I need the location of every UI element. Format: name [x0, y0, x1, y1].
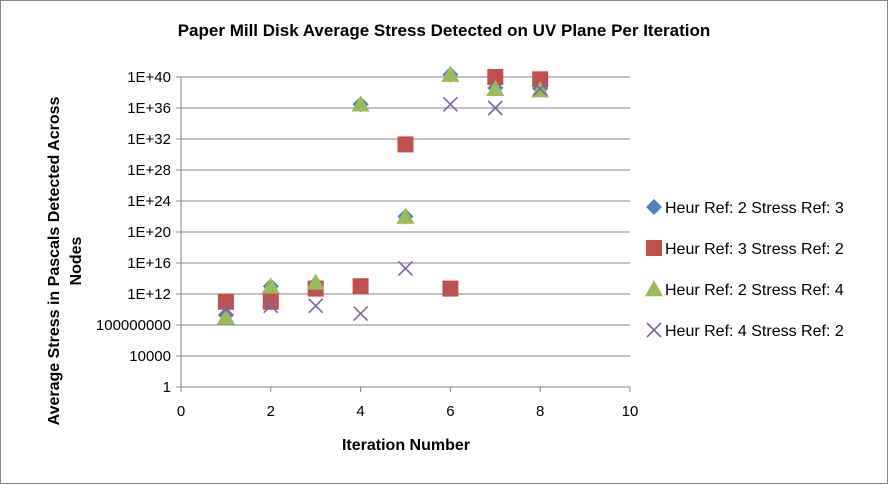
x-tick-labels: 0 2 4 6 8 10	[177, 403, 639, 420]
y-tick-label: 10000	[129, 348, 171, 365]
data-markers	[216, 65, 550, 325]
data-point-square	[352, 278, 369, 295]
data-point-triangle	[306, 273, 325, 290]
data-point-x	[397, 260, 414, 276]
data-point-x	[263, 298, 279, 314]
x-axis-title: Iteration Number	[342, 437, 470, 454]
data-point-square	[217, 293, 234, 310]
data-point-square	[487, 69, 504, 85]
data-point-x	[308, 298, 324, 314]
data-point-triangle	[396, 207, 415, 224]
legend-label: Heur Ref: 3 Stress Ref: 2	[665, 241, 844, 258]
data-point-x	[442, 96, 458, 112]
y-tick-label: 1	[163, 379, 171, 396]
legend-marker-triangle	[645, 280, 663, 297]
data-point-triangle	[351, 95, 370, 112]
data-point-square	[262, 293, 279, 310]
chart-title: Paper Mill Disk Average Stress Detected …	[178, 21, 711, 40]
y-tick-label: 1E+12	[127, 286, 171, 303]
legend-marker-square	[646, 240, 662, 256]
y-tick-label: 1E+16	[127, 255, 171, 272]
data-point-triangle	[216, 308, 235, 325]
legend-label: Heur Ref: 2 Stress Ref: 3	[665, 200, 844, 217]
axes	[176, 76, 631, 392]
y-tick-label: 100000000	[96, 317, 171, 334]
x-tick-label: 8	[536, 403, 544, 420]
x-tick-label: 10	[622, 403, 639, 420]
y-tick-labels: 1 10000 100000000 1E+12 1E+16 1E+20 1E+24 1E+28…	[96, 69, 171, 396]
legend-label: Heur Ref: 4 Stress Ref: 2	[665, 323, 844, 340]
y-axis-title: Average Stress in Pascals Detected Acros…	[46, 97, 85, 426]
legend-marker-x	[646, 322, 662, 338]
data-point-triangle	[441, 65, 460, 82]
x-tick-label: 4	[356, 403, 364, 420]
data-point-x	[487, 100, 503, 116]
gridlines	[181, 76, 630, 357]
data-point-square	[397, 136, 414, 153]
x-tick-label: 2	[267, 403, 275, 420]
y-tick-label: 1E+32	[127, 131, 171, 148]
x-tick-label: 6	[446, 403, 454, 420]
data-point-triangle	[261, 277, 280, 294]
legend-label: Heur Ref: 2 Stress Ref: 4	[665, 282, 844, 299]
data-point-square	[532, 71, 549, 88]
data-point-x	[532, 81, 548, 97]
x-tick-label: 0	[177, 403, 185, 420]
y-tick-label: 1E+36	[127, 100, 171, 117]
data-point-triangle	[486, 79, 505, 97]
data-point-square	[442, 280, 459, 297]
y-tick-label: 1E+20	[127, 224, 171, 241]
y-tick-label: 1E+24	[127, 193, 171, 210]
legend: Heur Ref: 2 Stress Ref: 3 Heur Ref: 3 Str…	[645, 199, 844, 340]
y-tick-label: 1E+28	[127, 162, 171, 179]
y-tick-label: 1E+40	[127, 69, 171, 86]
data-point-x	[353, 305, 369, 322]
legend-marker-diamond	[646, 199, 662, 215]
data-point-x	[218, 301, 234, 318]
